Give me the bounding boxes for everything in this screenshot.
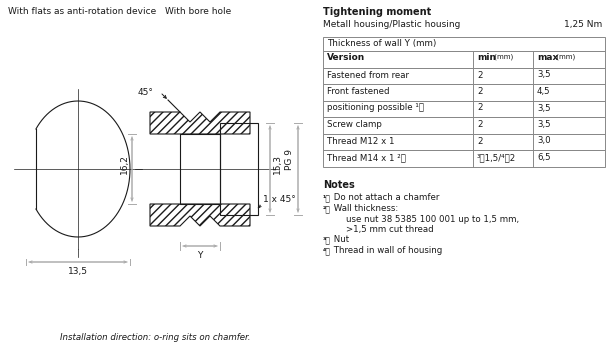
Bar <box>323 117 605 133</box>
Text: PG 9: PG 9 <box>286 148 294 170</box>
Text: 2: 2 <box>477 103 483 113</box>
Text: Front fastened: Front fastened <box>327 87 390 96</box>
Text: 1 x 45°: 1 x 45° <box>263 195 295 205</box>
Text: max: max <box>537 53 558 62</box>
Text: 3,5: 3,5 <box>537 120 551 129</box>
Polygon shape <box>150 112 250 134</box>
Text: ⁴⧠: ⁴⧠ <box>323 246 331 255</box>
Bar <box>323 37 605 51</box>
Text: 16,2: 16,2 <box>120 154 129 174</box>
Text: 4,5: 4,5 <box>537 87 551 96</box>
Text: Wall thickness:: Wall thickness: <box>331 204 398 213</box>
Text: Do not attach a chamfer: Do not attach a chamfer <box>331 194 440 202</box>
Text: 3,5: 3,5 <box>537 70 551 80</box>
Text: 2: 2 <box>477 87 483 96</box>
Text: Installation direction: o-ring sits on chamfer.: Installation direction: o-ring sits on c… <box>60 333 250 342</box>
Text: positioning possible ¹⧠: positioning possible ¹⧠ <box>327 103 424 113</box>
Text: 2: 2 <box>477 70 483 80</box>
Bar <box>180 134 220 204</box>
Text: Fastened from rear: Fastened from rear <box>327 70 409 80</box>
Bar <box>323 133 605 150</box>
Text: ¹⧠: ¹⧠ <box>323 194 331 202</box>
Text: With flats as anti-rotation device: With flats as anti-rotation device <box>8 7 156 16</box>
Text: 3,0: 3,0 <box>537 137 551 145</box>
Text: ³⧠: ³⧠ <box>323 235 331 245</box>
Text: Notes: Notes <box>323 181 354 190</box>
Text: Thread M12 x 1: Thread M12 x 1 <box>327 137 395 145</box>
Text: (mm): (mm) <box>554 53 575 59</box>
Text: min: min <box>477 53 496 62</box>
Text: 13,5: 13,5 <box>68 267 88 276</box>
Text: (mm): (mm) <box>492 53 513 59</box>
Text: Thread M14 x 1 ²⧠: Thread M14 x 1 ²⧠ <box>327 153 406 162</box>
Text: Y: Y <box>198 251 202 260</box>
Text: Metall housing/Plastic housing: Metall housing/Plastic housing <box>323 20 460 29</box>
Text: Thickness of wall Y (mm): Thickness of wall Y (mm) <box>327 39 437 48</box>
Text: 45°: 45° <box>137 88 153 97</box>
Text: 2: 2 <box>477 137 483 145</box>
Text: 6,5: 6,5 <box>537 153 551 162</box>
Text: Nut: Nut <box>331 235 349 245</box>
Text: 1,25 Nm: 1,25 Nm <box>564 20 602 29</box>
Bar <box>220 123 258 215</box>
Text: 15,3: 15,3 <box>273 154 282 174</box>
Bar <box>323 68 605 84</box>
Bar <box>323 84 605 101</box>
Text: >1,5 mm cut thread: >1,5 mm cut thread <box>335 225 434 234</box>
Bar <box>323 101 605 117</box>
Text: Thread in wall of housing: Thread in wall of housing <box>331 246 442 255</box>
Polygon shape <box>150 204 250 226</box>
Text: ²⧠: ²⧠ <box>323 204 331 213</box>
Text: use nut 38 5385 100 001 up to 1,5 mm,: use nut 38 5385 100 001 up to 1,5 mm, <box>335 215 519 223</box>
Bar <box>323 51 605 68</box>
Text: 3,5: 3,5 <box>537 103 551 113</box>
Text: Screw clamp: Screw clamp <box>327 120 382 129</box>
Text: 2: 2 <box>477 120 483 129</box>
Text: With bore hole: With bore hole <box>165 7 231 16</box>
Bar <box>323 150 605 166</box>
Text: Tightening moment: Tightening moment <box>323 7 431 17</box>
Text: Version: Version <box>327 53 365 62</box>
Text: ³⧠1,5/⁴⧠2: ³⧠1,5/⁴⧠2 <box>477 153 516 162</box>
